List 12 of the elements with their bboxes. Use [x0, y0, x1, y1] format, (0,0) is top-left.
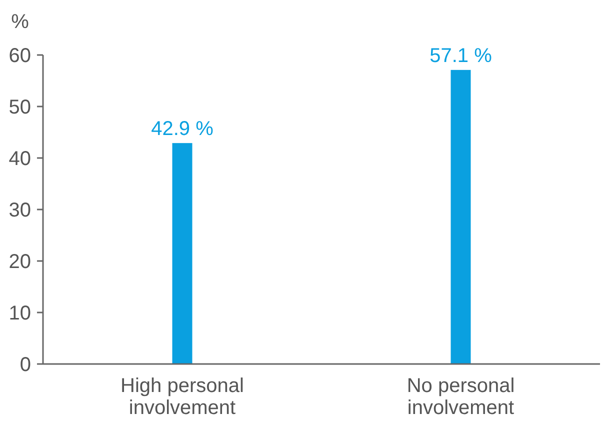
y-axis-title: % [11, 11, 30, 33]
x-tick-label: High personal involvement [120, 375, 244, 419]
y-tick-label: 0 [20, 354, 31, 376]
y-tick-label: 50 [8, 96, 31, 118]
x-tick-label: No personal involvement [406, 375, 515, 419]
y-tick-label: 40 [8, 148, 31, 170]
y-tick-label: 20 [8, 251, 31, 273]
data-label: 42.9 % [151, 118, 214, 140]
y-tick-label: 10 [8, 302, 31, 324]
y-tick-label: 60 [8, 45, 31, 67]
data-label: 57.1 % [430, 44, 492, 67]
y-tick-label: 30 [8, 200, 31, 222]
